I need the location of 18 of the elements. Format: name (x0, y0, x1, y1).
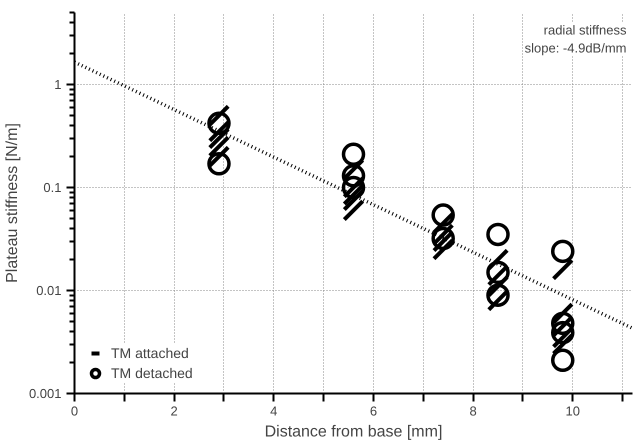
y-axis-title: Plateau stiffness [N/m] (4, 123, 21, 283)
x-tick-label: 6 (370, 404, 378, 418)
legend-label: TM detached (111, 365, 193, 381)
x-axis-title: Distance from base [mm] (264, 424, 442, 440)
x-tick-label: 4 (270, 404, 278, 418)
point (551, 240, 574, 264)
x-tick-label: 2 (170, 404, 178, 418)
x-tick-label: 0 (70, 404, 78, 418)
y-tick-label: 0.01 (36, 283, 62, 298)
point (551, 348, 574, 372)
x-tick-label: 8 (469, 404, 477, 418)
y-tick-label: 0.001 (28, 386, 62, 401)
y-tick-label: 0.1 (43, 180, 62, 195)
legend-label: TM attached (111, 345, 189, 361)
x-tick-label: 10 (565, 404, 580, 418)
y-tick-label: 1 (54, 76, 62, 92)
annotation: radial stiffness slope: -4.9dB/mm (524, 22, 627, 56)
point (486, 222, 510, 246)
